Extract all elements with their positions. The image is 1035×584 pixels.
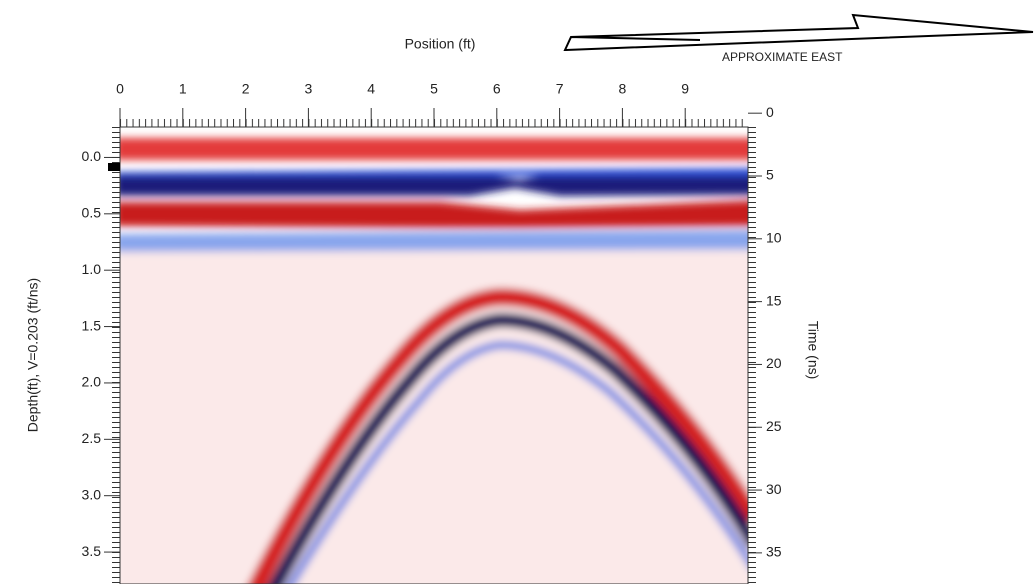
y-tick-label: 0.0 [82,148,102,164]
x-tick-label: 2 [242,81,250,97]
y2-tick-label: 35 [766,544,782,560]
y-tick-label: 0.5 [82,205,102,221]
x-tick-label: 6 [493,81,501,97]
y2-tick-label: 10 [766,230,782,246]
y-tick-label: 2.5 [82,430,102,446]
x-tick-label: 5 [430,81,438,97]
y2-axis-label: Time (ns) [805,321,821,380]
y-tick-label: 3.5 [82,543,102,559]
y2-tick-label: 20 [766,355,782,371]
chart-title: Position (ft) [405,36,476,52]
x-tick-label: 7 [556,81,564,97]
x-tick-label: 8 [619,81,627,97]
y-tick-label: 1.5 [82,317,102,333]
x-tick-label: 4 [367,81,375,97]
direction-arrow [563,13,1034,51]
x-tick-label: 0 [116,81,124,97]
annotation: APPROXIMATE EAST [722,50,843,64]
x-tick-label: 9 [681,81,689,97]
y-axis-label: Depth(ft), V=0.203 (ft/ns) [25,278,41,432]
y-tick-label: 3.0 [82,486,102,502]
y2-tick-label: 25 [766,418,782,434]
x-tick-label: 1 [179,81,187,97]
x-tick-label: 3 [305,81,313,97]
radargram-image [120,127,748,584]
y2-tick-label: 30 [766,481,782,497]
y2-tick-label: 0 [766,104,774,120]
y-tick-label: 2.0 [82,374,102,390]
ruler-right [748,127,756,584]
y2-tick-label: 15 [766,292,782,308]
y-tick-label: 1.0 [82,261,102,277]
surface-marker [108,163,120,171]
ruler-left [112,127,120,584]
y2-tick-label: 5 [766,167,774,183]
